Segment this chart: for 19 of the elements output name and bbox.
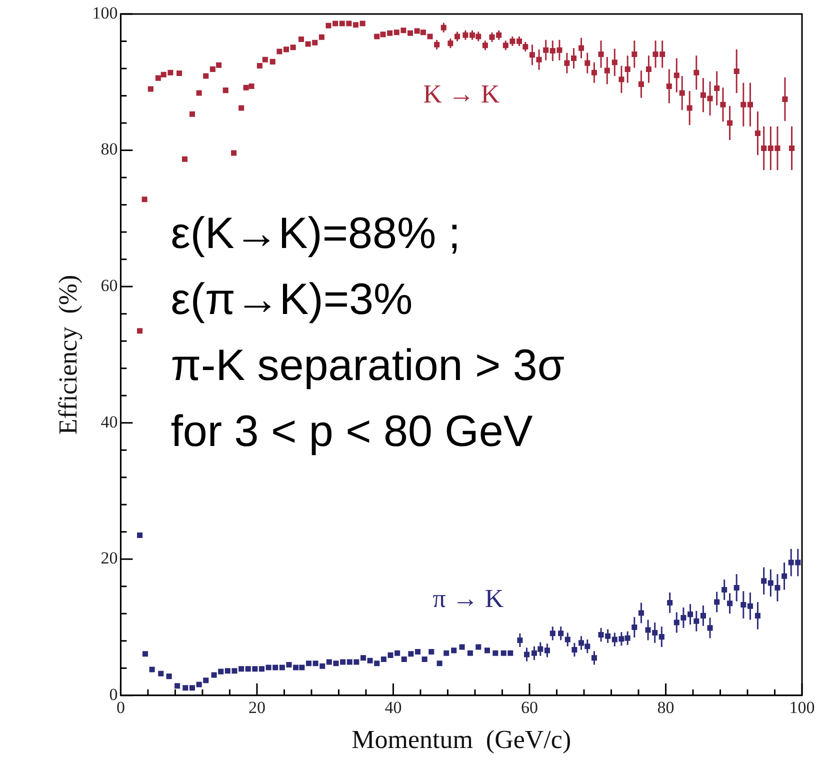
- y-tick-label: 60: [100, 276, 118, 296]
- x-tick-label: 60: [520, 698, 538, 718]
- annotation: π-K separation > 3σ: [170, 341, 565, 390]
- annotation: for 3 < p < 80 GeV: [170, 407, 534, 456]
- x-axis-title: Momentum (GeV/c): [352, 725, 572, 754]
- annotation: ε(π→K)=3%: [170, 275, 413, 324]
- x-tick-label: 20: [248, 698, 266, 718]
- x-tick-label: 100: [789, 698, 815, 718]
- y-tick-label: 20: [100, 548, 118, 568]
- annotation: K → K: [423, 80, 500, 109]
- y-tick-label: 100: [92, 3, 118, 22]
- x-tick-label: 40: [384, 698, 402, 718]
- x-tick-label: 80: [657, 698, 674, 718]
- y-axis-title: Efficiency (%): [53, 274, 82, 435]
- annotation: ε(K→K)=88% ;: [170, 209, 461, 258]
- annotation: π → K: [432, 584, 504, 613]
- y-tick-label: 40: [100, 412, 118, 432]
- y-tick-label: 0: [109, 684, 118, 704]
- y-tick-label: 80: [100, 140, 118, 159]
